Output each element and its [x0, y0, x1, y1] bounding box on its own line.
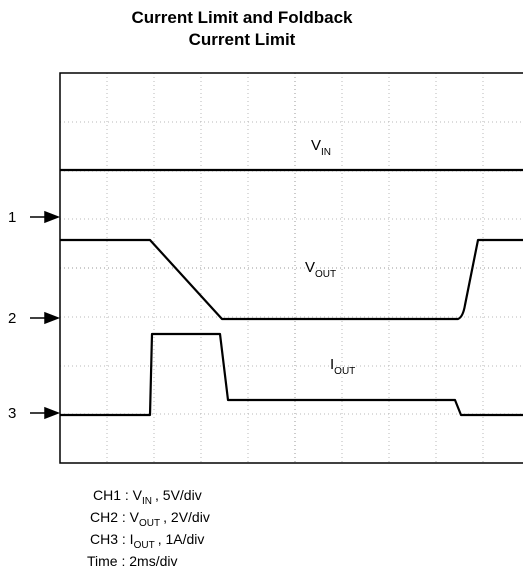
legend-line: CH2 : VOUT, 2V/div [90, 509, 210, 529]
channel-number: 1 [8, 209, 16, 226]
legend-prefix: CH2 : V [90, 509, 140, 525]
title-line: Current Limit and Foldback [131, 8, 353, 27]
marker-arrow [30, 406, 61, 420]
legend-sub: OUT [134, 540, 155, 551]
label-main: V [305, 259, 315, 276]
legend-sub: OUT [139, 518, 160, 529]
label-main: V [311, 137, 321, 154]
channel-markers: 1 2 3 [8, 209, 61, 422]
label-sub: OUT [334, 366, 355, 377]
channel-number: 3 [8, 405, 16, 422]
plot-frame [59, 72, 523, 464]
legend-suffix: , 5V/div [155, 487, 202, 503]
legend: CH1 : VIN, 5V/div CH2 : VOUT, 2V/div CH3… [87, 487, 210, 569]
label-sub: OUT [315, 269, 336, 280]
marker-arrow [30, 311, 61, 325]
trace-label: VIN [311, 137, 331, 158]
iout-trace [60, 332, 523, 417]
trace-label: IOUT [330, 356, 355, 377]
title-line: Current Limit [189, 30, 296, 49]
marker-arrow [30, 210, 61, 224]
legend-line: CH1 : VIN, 5V/div [93, 487, 202, 507]
label-main: I [330, 356, 334, 373]
legend-suffix: , 2V/div [163, 509, 210, 525]
legend-line: CH3 : IOUT, 1A/div [90, 531, 204, 551]
legend-sub: IN [142, 496, 152, 507]
legend-prefix: CH1 : V [93, 487, 143, 503]
channel-number: 2 [8, 310, 16, 327]
grid [60, 73, 523, 463]
vout-trace [60, 238, 523, 321]
legend-prefix: CH3 : I [90, 531, 134, 547]
time-scale: Time : 2ms/div [87, 553, 178, 569]
label-sub: IN [321, 147, 331, 158]
trace-label: VOUT [305, 259, 336, 280]
legend-suffix: , 1A/div [158, 531, 205, 547]
